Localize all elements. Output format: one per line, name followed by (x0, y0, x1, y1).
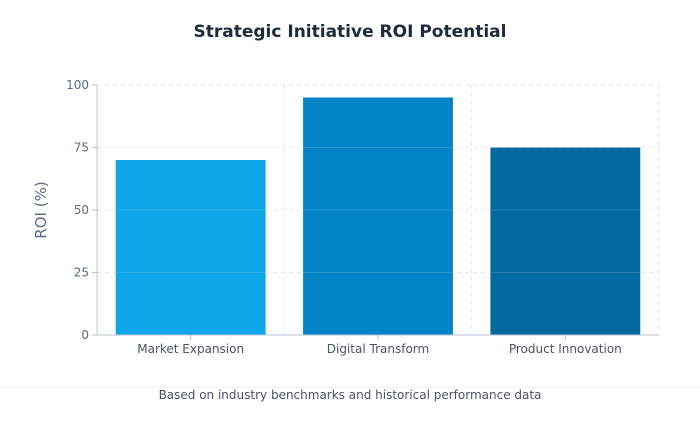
footer-divider (0, 387, 700, 388)
x-tick-label: Market Expansion (137, 342, 244, 356)
x-tick-label: Product Innovation (509, 342, 622, 356)
y-axis-label: ROI (%) (32, 181, 50, 238)
y-tick-label: 25 (74, 266, 89, 280)
bar-digital-transform (303, 97, 453, 335)
chart-footer-note: Based on industry benchmarks and histori… (158, 388, 542, 402)
bar-product-innovation (490, 147, 641, 335)
bar-market-expansion (115, 160, 266, 335)
y-tick-label: 100 (66, 78, 89, 92)
y-tick-label: 0 (81, 328, 89, 342)
chart-title: Strategic Initiative ROI Potential (193, 22, 507, 42)
y-tick-label: 50 (74, 203, 89, 217)
y-tick-label: 75 (74, 141, 89, 155)
x-tick-label: Digital Transform (327, 342, 429, 356)
